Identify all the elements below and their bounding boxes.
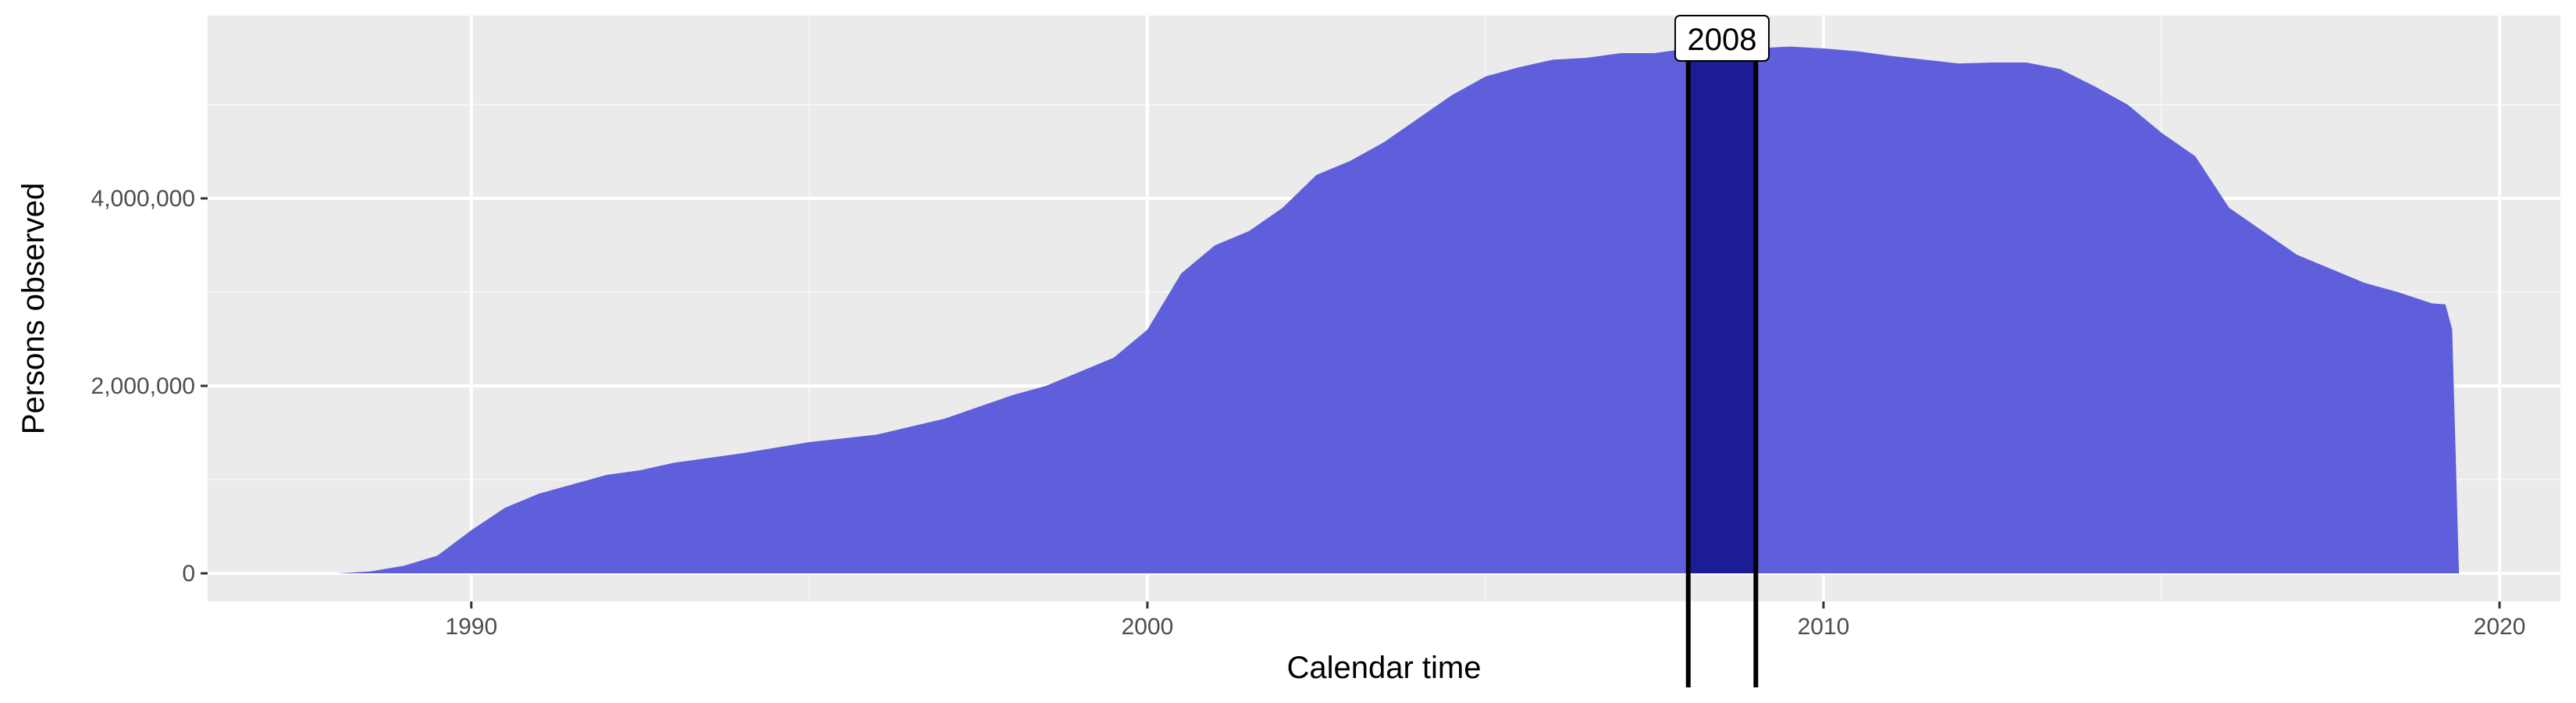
persons-observed-area — [336, 46, 2460, 574]
highlight-label-text: 2008 — [1688, 23, 1757, 57]
highlight-label: 2008 — [1674, 15, 1770, 62]
y-tick-label: 2,000,000 — [91, 373, 195, 399]
y-tick-label: 0 — [182, 561, 195, 587]
x-tick-label: 1990 — [445, 614, 497, 640]
x-axis-ticks: 1990 2000 2010 2020 — [445, 601, 2525, 640]
highlight-band — [1688, 46, 1756, 573]
x-tick-label: 2010 — [1798, 614, 1850, 640]
x-tick-label: 2000 — [1121, 614, 1173, 640]
y-axis-ticks: 0 2,000,000 4,000,000 — [91, 186, 208, 587]
x-tick-label: 2020 — [2474, 614, 2526, 640]
highlight-label-box — [1674, 15, 1770, 62]
y-tick-label: 4,000,000 — [91, 186, 195, 212]
x-axis-title: Calendar time — [1286, 651, 1481, 685]
y-axis-title: Persons observed — [16, 183, 51, 434]
